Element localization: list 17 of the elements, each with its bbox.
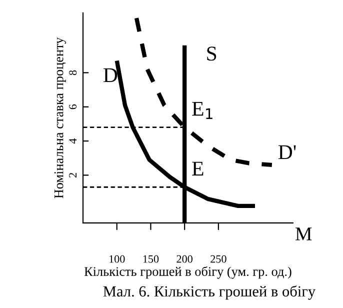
x-tick-label: 200 <box>176 255 192 263</box>
y-tick-label: 4 <box>69 138 76 144</box>
y-tick-label: 6 <box>69 104 77 110</box>
annotation: E$_{1}$ <box>192 102 212 120</box>
annotation: S <box>207 46 216 61</box>
x-tick-label: 250 <box>210 255 226 263</box>
x-axis-title: Кількість грошей в обігу (ум. гр. од.) <box>84 266 292 279</box>
annotation: D <box>104 68 118 82</box>
x-tick-label: 150 <box>143 255 159 263</box>
annotation: E <box>192 162 204 176</box>
text: M <box>296 228 312 240</box>
text: Мал. 6. Кількість грошей в обігу <box>103 285 316 300</box>
y-tick-label: 2 <box>69 173 76 178</box>
y-axis-title: Номінальна ставка проценту <box>54 37 66 198</box>
x-tick-label: 100 <box>110 255 125 263</box>
annotation: D' <box>278 145 296 160</box>
y-tick-label: 8 <box>69 70 77 76</box>
